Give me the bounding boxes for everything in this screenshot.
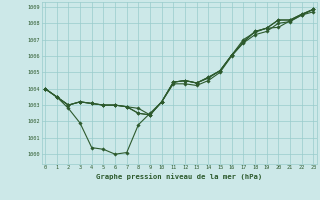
X-axis label: Graphe pression niveau de la mer (hPa): Graphe pression niveau de la mer (hPa) xyxy=(96,173,262,180)
